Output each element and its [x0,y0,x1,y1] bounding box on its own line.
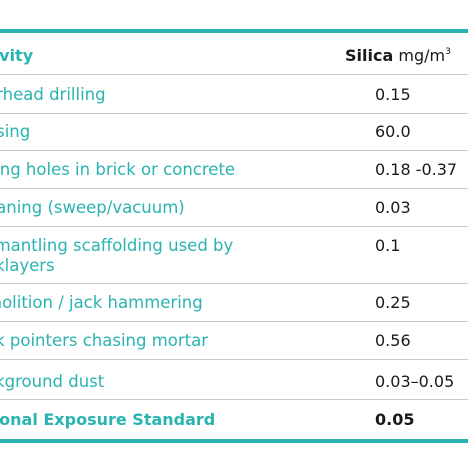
row-divider [0,113,468,114]
row-divider [0,283,468,284]
silica-cell: 0.03–0.05 [375,372,455,391]
activity-cell: ckground dust [0,372,105,391]
silica-cell: 0.15 [375,85,411,104]
activity-cell: eaning (sweep/vacuum) [0,198,185,217]
silica-cell: 0.03 [375,198,411,217]
row-divider [0,359,468,360]
header-silica-unit-sup: 3 [445,47,451,57]
activity-cell: erhead drilling [0,85,106,104]
activity-cell: molition / jack hammering [0,293,203,312]
silica-cell: 0.56 [375,331,411,350]
row-divider [0,150,468,151]
row-divider [0,226,468,227]
activity-cell-line1: smantling scaffolding used by [0,236,234,255]
bottom-accent-rule [0,439,468,443]
activity-cell: asing [0,122,31,141]
header-activity: tivity [0,46,34,65]
row-divider [0,399,468,400]
activity-cell: ck pointers chasing mortar [0,331,209,350]
standard-label: tional Exposure Standard [0,410,216,429]
row-divider [0,188,468,189]
row-divider [0,74,468,75]
silica-cell: 0.18 -0.37 [375,160,458,179]
header-silica-label: Silica [345,46,394,65]
header-silica-unit: mg/m [393,46,446,65]
activity-cell: lling holes in brick or concrete [0,160,236,179]
silica-cell: 0.1 [375,236,401,255]
header-silica: Silica mg/m3 [345,45,451,70]
activity-cell-line2: cklayers [0,256,55,275]
row-divider [0,321,468,322]
standard-value: 0.05 [375,410,415,429]
silica-cell: 0.25 [375,293,411,312]
silica-cell: 60.0 [375,122,411,141]
top-accent-rule [0,29,468,33]
